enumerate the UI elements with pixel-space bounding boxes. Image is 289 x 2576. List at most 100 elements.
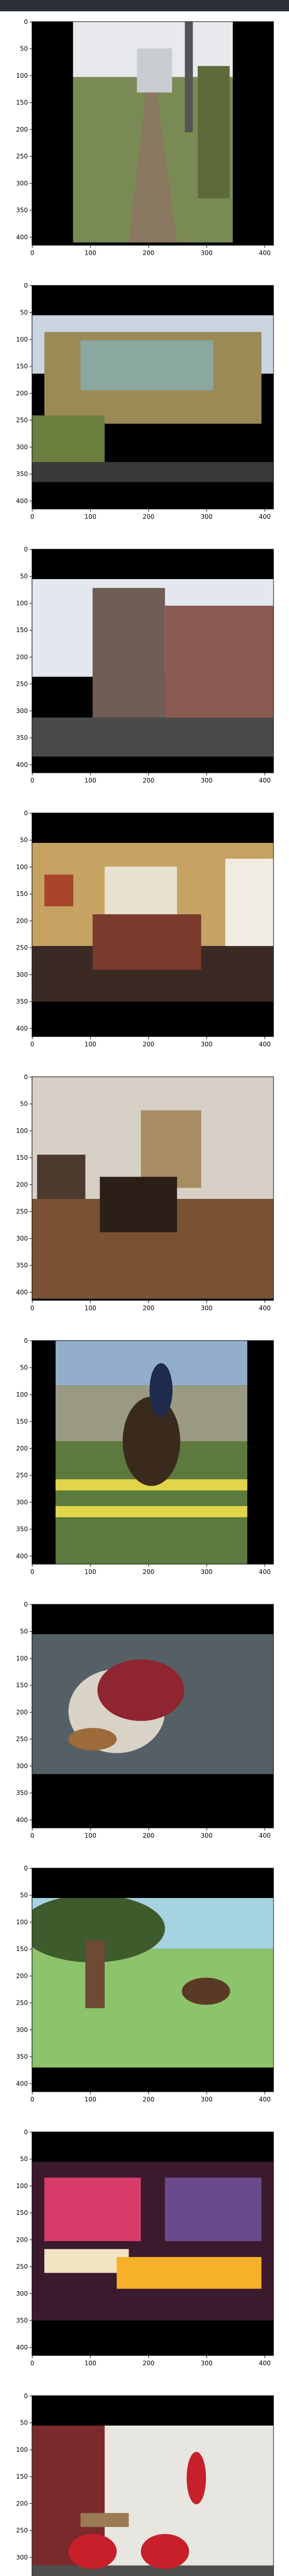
basket <box>81 2513 129 2527</box>
y-tick-label: 100 <box>16 863 28 871</box>
y-tick-label: 100 <box>16 600 28 607</box>
window <box>225 858 274 954</box>
taxi <box>117 2257 262 2289</box>
y-tick-label: 250 <box>16 2527 28 2534</box>
axes-frame <box>31 812 274 1037</box>
plot-night-taxi: 0 100 200 300 400 0 50 100 150 200 250 300 350 400 <box>16 2129 274 2367</box>
y-tick-label: 100 <box>16 1655 28 1662</box>
y-tick-label: 50 <box>20 309 28 316</box>
y-tick-label: 100 <box>16 1919 28 1926</box>
y-tick-label: 50 <box>20 1364 28 1371</box>
building-left <box>92 588 165 721</box>
y-tick-label: 350 <box>16 470 28 478</box>
x-tick-label: 0 <box>30 2360 35 2367</box>
y-tick-label: 50 <box>20 1628 28 1635</box>
y-tick-label: 100 <box>16 2446 28 2453</box>
y-tick-label: 150 <box>16 1682 28 1689</box>
x-tick-label: 100 <box>85 249 97 257</box>
y-tick-label: 0 <box>24 19 28 26</box>
panel-living-room: 0 100 200 300 400 0 50 100 150 200 250 300 350 400 <box>0 1066 289 1330</box>
y-tick-label: 350 <box>16 207 28 214</box>
x-tick-label: 400 <box>259 249 271 257</box>
y-tick-label: 400 <box>16 1816 28 1823</box>
y-tick-label: 400 <box>16 1289 28 1296</box>
y-tick-label: 300 <box>16 180 28 187</box>
x-tick-label: 300 <box>201 1041 213 1048</box>
figurine <box>186 2451 206 2504</box>
y-tick-label: 250 <box>16 417 28 424</box>
panel-rail-tracks: 0 100 200 300 400 0 50 100 150 200 250 300 350 400 <box>0 11 289 275</box>
y-tick-label: 150 <box>16 1154 28 1161</box>
axes-frame <box>31 1076 274 1301</box>
x-tick-label: 0 <box>30 2096 35 2103</box>
x-tick-label: 100 <box>85 513 97 520</box>
y-tick-label: 200 <box>16 389 28 397</box>
road <box>32 717 274 757</box>
photo-red-bicycle <box>32 2425 274 2576</box>
y-tick-label: 150 <box>16 890 28 897</box>
x-tick-label: 0 <box>30 1568 35 1575</box>
y-tick-label: 400 <box>16 497 28 504</box>
ground <box>32 2565 274 2576</box>
x-tick-label: 200 <box>142 1832 154 1839</box>
y-tick-label: 50 <box>20 45 28 53</box>
y-tick-label: 0 <box>24 2393 28 2400</box>
axes-frame <box>31 2131 274 2356</box>
tree-canopy <box>32 1897 165 1962</box>
y-tick-label: 250 <box>16 2263 28 2270</box>
y-tick-label: 200 <box>16 2500 28 2507</box>
armchair <box>140 1110 201 1188</box>
tram <box>137 48 172 93</box>
track-bed <box>129 88 177 243</box>
y-tick-label: 150 <box>16 1945 28 1953</box>
y-tick-label: 250 <box>16 681 28 688</box>
y-tick-label: 350 <box>16 2317 28 2324</box>
painting <box>44 874 74 907</box>
y-tick-label: 50 <box>20 2419 28 2427</box>
y-tick-label: 300 <box>16 444 28 451</box>
x-tick-label: 400 <box>259 513 271 520</box>
x-tick-label: 0 <box>30 777 35 784</box>
y-tick-label: 350 <box>16 2053 28 2060</box>
x-tick-label: 0 <box>30 1304 35 1312</box>
panel-night-taxi: 0 100 200 300 400 0 50 100 150 200 250 300 350 400 <box>0 2122 289 2385</box>
y-tick-label: 0 <box>24 1865 28 1872</box>
panel-dining-room: 0 100 200 300 400 0 50 100 150 200 250 300 350 400 <box>0 803 289 1066</box>
x-tick-label: 300 <box>201 1568 213 1575</box>
x-tick-label: 200 <box>142 1568 154 1575</box>
front-wheel <box>68 2534 117 2569</box>
road <box>32 462 274 482</box>
y-tick-label: 0 <box>24 1601 28 1608</box>
x-tick-label: 0 <box>30 513 35 520</box>
x-tick-label: 100 <box>85 2360 97 2367</box>
plot-tree-bull: 0 100 200 300 400 0 50 100 150 200 250 300 350 400 <box>16 1865 274 2103</box>
horse <box>122 1396 181 1486</box>
y-tick-label: 200 <box>16 126 28 133</box>
y-tick-label: 100 <box>16 336 28 343</box>
x-tick-label: 400 <box>259 2096 271 2103</box>
x-tick-label: 100 <box>85 1041 97 1048</box>
y-tick-label: 100 <box>16 1391 28 1398</box>
y-tick-label: 250 <box>16 1208 28 1215</box>
photo-cat-blanket <box>32 1634 274 1774</box>
y-tick-label: 50 <box>20 2156 28 2163</box>
photo-living-room <box>32 1077 274 1299</box>
x-tick-label: 100 <box>85 1304 97 1312</box>
x-tick-label: 400 <box>259 1304 271 1312</box>
grass <box>32 1948 274 2067</box>
x-tick-label: 400 <box>259 1568 271 1575</box>
y-tick-label: 400 <box>16 233 28 241</box>
y-tick-label: 200 <box>16 1445 28 1452</box>
panel-tree-bull: 0 100 200 300 400 0 50 100 150 200 250 300 350 400 <box>0 1858 289 2122</box>
window-header <box>0 0 289 11</box>
y-tick-label: 50 <box>20 1892 28 1899</box>
x-tick-label: 200 <box>142 2360 154 2367</box>
axes-frame <box>31 21 274 246</box>
y-tick-label: 400 <box>16 2344 28 2351</box>
y-tick-label: 150 <box>16 626 28 634</box>
x-tick-label: 100 <box>85 1832 97 1839</box>
plot-city-street: 0 100 200 300 400 0 50 100 150 200 250 300 350 400 <box>16 546 274 784</box>
tree <box>32 415 105 466</box>
photo-night-taxi <box>32 2161 274 2321</box>
